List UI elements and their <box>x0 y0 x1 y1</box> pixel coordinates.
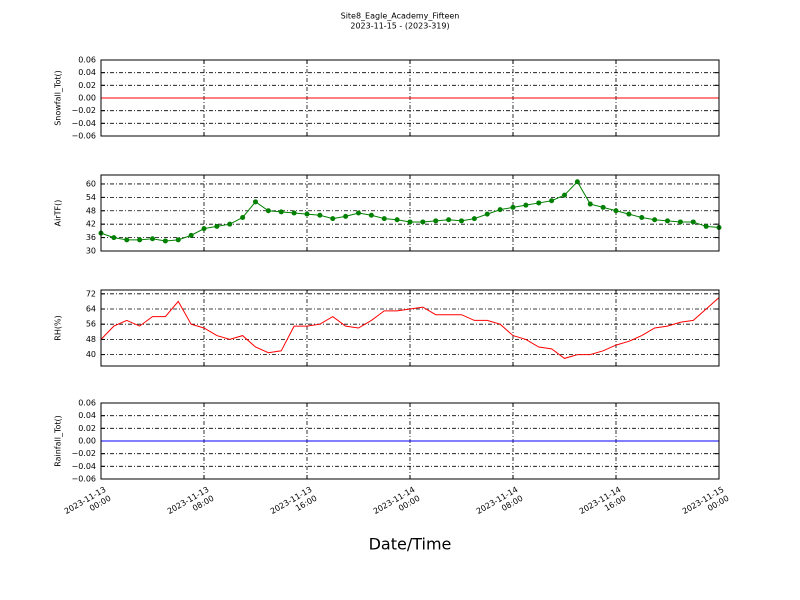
point <box>188 232 194 238</box>
point <box>459 218 464 224</box>
point <box>523 202 529 208</box>
line <box>100 297 720 359</box>
point <box>497 207 503 213</box>
point <box>381 216 387 222</box>
point <box>291 210 297 216</box>
point <box>111 235 117 241</box>
y-tick-label: 60 <box>86 179 96 188</box>
y-tick-label: −0.02 <box>71 106 96 115</box>
y-tick-label: −0.06 <box>71 475 96 484</box>
plot-frame <box>100 174 720 252</box>
point <box>484 211 490 217</box>
point <box>278 209 284 215</box>
y-tick-label: 42 <box>86 220 96 229</box>
x-axis-label: Date/Time <box>369 535 452 554</box>
point <box>304 211 310 217</box>
y-tick-label: −0.06 <box>71 132 96 141</box>
y-tick-label: 48 <box>86 335 96 344</box>
point <box>652 217 658 223</box>
point <box>265 208 271 214</box>
y-tick-label: 30 <box>86 247 96 256</box>
point <box>703 223 709 229</box>
point <box>549 198 555 204</box>
point <box>690 219 696 225</box>
point <box>420 219 426 225</box>
chart-title: Site8_Eagle_Academy_Fifteen <box>341 12 460 21</box>
point <box>587 201 593 207</box>
y-tick-label: 0.02 <box>78 81 96 90</box>
y-tick-label: 0.02 <box>78 424 96 433</box>
y-axis-label: Rainfall_Tot() <box>54 415 63 467</box>
point <box>536 200 542 206</box>
plot-frame <box>100 289 720 367</box>
point <box>330 216 336 222</box>
point <box>407 219 413 225</box>
point <box>574 179 580 185</box>
plot-frame <box>100 402 720 480</box>
y-axis-label: AirTF() <box>54 200 63 227</box>
point <box>433 218 439 224</box>
y-tick-label: −0.04 <box>71 462 96 471</box>
point <box>639 214 645 220</box>
plot-frame <box>100 59 720 137</box>
y-tick-label: −0.04 <box>71 119 96 128</box>
point <box>137 237 143 243</box>
point <box>368 212 374 218</box>
y-tick-label: 0.00 <box>78 94 96 103</box>
y-tick-label: 72 <box>86 289 96 298</box>
y-tick-label: 54 <box>86 193 96 202</box>
point <box>240 214 246 220</box>
point <box>446 217 452 223</box>
point <box>150 236 155 242</box>
point <box>510 204 516 210</box>
y-axis-label: RH(%) <box>54 315 63 340</box>
point <box>600 204 606 210</box>
y-tick-label: 56 <box>86 320 96 329</box>
y-tick-label: 64 <box>86 305 96 314</box>
y-tick-label: 0.06 <box>78 399 96 408</box>
point <box>214 223 220 229</box>
y-tick-label: −0.02 <box>71 449 96 458</box>
point <box>317 212 323 218</box>
point <box>227 221 233 227</box>
y-tick-label: 0.06 <box>78 56 96 65</box>
y-tick-label: 0.00 <box>78 437 96 446</box>
point <box>162 238 168 244</box>
y-axis-label: Snowfall_Tot() <box>54 70 63 126</box>
point <box>253 199 258 205</box>
y-tick-label: 0.04 <box>78 411 96 420</box>
point <box>677 219 683 225</box>
point <box>124 237 130 243</box>
point <box>613 208 619 214</box>
point <box>343 213 349 219</box>
y-tick-label: 48 <box>86 206 96 215</box>
point <box>394 217 400 223</box>
y-tick-label: 36 <box>86 233 96 242</box>
point <box>356 210 361 216</box>
y-tick-label: 40 <box>86 350 96 359</box>
chart-subtitle: 2023-11-15 - (2023-319) <box>350 22 449 31</box>
point <box>665 218 670 224</box>
point <box>471 216 477 222</box>
point <box>175 237 181 243</box>
point <box>626 211 632 217</box>
point <box>562 192 567 198</box>
point <box>201 226 207 232</box>
y-tick-label: 0.04 <box>78 68 96 77</box>
